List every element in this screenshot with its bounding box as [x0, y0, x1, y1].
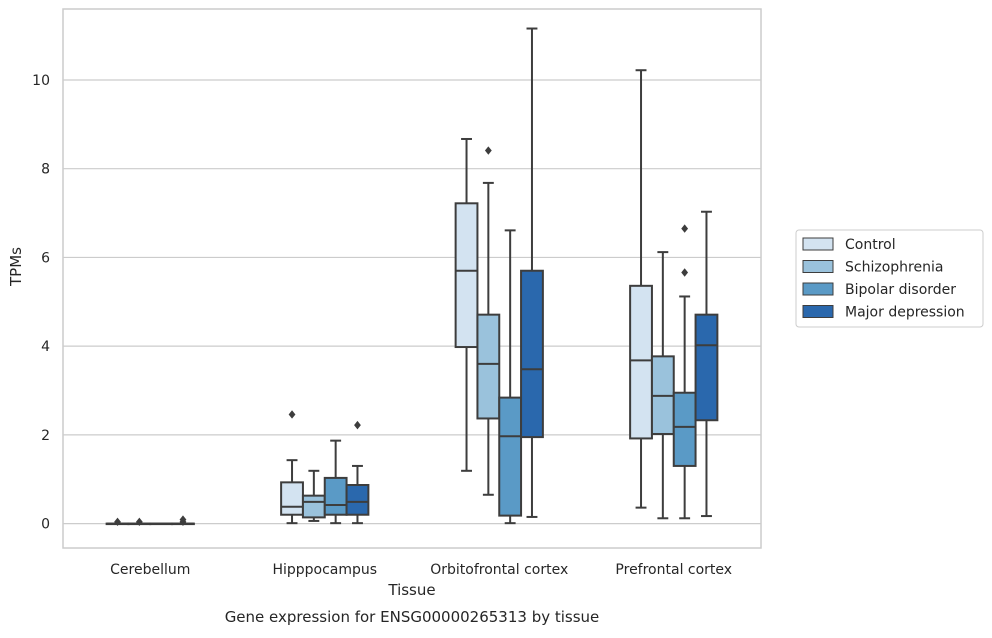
box-body: [454, 202, 479, 349]
outlier-point: [354, 420, 361, 430]
box-2-0: [149, 522, 174, 526]
y-tick-label: 10: [32, 73, 50, 89]
legend-swatch: [802, 305, 834, 318]
box-body: [694, 313, 719, 422]
y-tick-label: 2: [41, 428, 50, 444]
box-body: [476, 313, 501, 420]
legend-swatch: [802, 282, 834, 296]
y-axis-label: TPMs: [7, 247, 25, 287]
legend-swatch: [802, 237, 834, 251]
legend-entry-label: Bipolar disorder: [845, 282, 956, 298]
y-axis-ticks: 0 2 4 6 8 10: [32, 73, 50, 533]
x-axis-ticks: Cerebellum Hipppocampus Orbitofrontal cort…: [110, 562, 732, 578]
x-tick-label: Prefrontal cortex: [615, 562, 732, 578]
box-plot-marks: [105, 27, 719, 527]
box-1-2: [476, 146, 501, 496]
box-2-2: [498, 229, 523, 525]
box-1-1: [301, 469, 326, 522]
y-tick-label: 6: [41, 250, 50, 266]
box-body: [301, 494, 326, 519]
gridlines: [63, 79, 761, 525]
box-3-1: [345, 420, 370, 525]
legend-entry-label: Control: [845, 237, 896, 253]
x-tick-label: Orbitofrontal cortex: [430, 562, 568, 578]
legend-entry-label: Schizophrenia: [845, 260, 943, 276]
outlier-point: [288, 410, 296, 419]
legend-entry-label: Major depression: [845, 305, 965, 321]
legend-swatch: [802, 260, 834, 273]
box-3-3: [694, 210, 719, 518]
outlier-point: [681, 224, 689, 233]
box-2-3: [672, 224, 697, 520]
outlier-point: [135, 517, 143, 527]
legend-frame: [795, 229, 984, 328]
plot-frame: [62, 8, 762, 549]
y-tick-label: 0: [41, 517, 50, 533]
box-1-3: [650, 251, 675, 520]
box-body: [629, 284, 653, 440]
box-3-0: [171, 515, 195, 527]
box-body: [345, 484, 370, 516]
box-body: [672, 391, 697, 467]
x-tick-label: Hipppocampus: [272, 562, 377, 578]
box-body: [520, 269, 544, 439]
box-0-2: [454, 137, 479, 472]
x-axis-label: Tissue: [387, 581, 435, 599]
chart-caption: Gene expression for ENSG00000265313 by t…: [225, 608, 600, 626]
y-tick-label: 8: [41, 162, 50, 178]
box-body: [280, 481, 304, 516]
outlier-point: [179, 515, 187, 524]
box-body: [323, 476, 348, 516]
y-tick-label: 4: [41, 339, 50, 355]
box-1-0: [127, 517, 152, 527]
box-0-3: [629, 69, 653, 509]
outlier-point: [114, 517, 121, 527]
outlier-point: [484, 146, 492, 155]
box-0-1: [280, 410, 304, 525]
box-2-1: [323, 439, 348, 525]
box-0-0: [105, 517, 130, 527]
box-3-2: [520, 27, 544, 518]
legend: Control Schizophrenia Bipolar disorder Majo…: [795, 229, 984, 328]
box-body: [498, 396, 523, 517]
x-tick-label: Cerebellum: [110, 562, 190, 578]
outlier-point: [681, 268, 689, 277]
